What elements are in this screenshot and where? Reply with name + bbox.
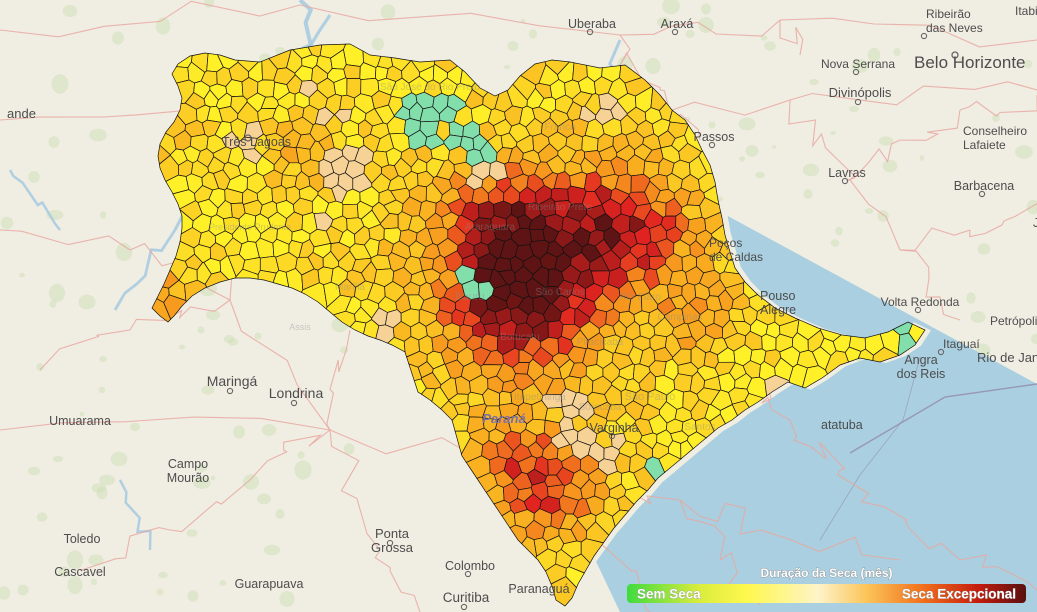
- svg-text:Volta Redonda: Volta Redonda: [881, 295, 960, 309]
- svg-text:Colombo: Colombo: [445, 559, 495, 573]
- svg-text:Três Lagoas: Três Lagoas: [222, 135, 291, 149]
- svg-text:Duração da Seca (mês): Duração da Seca (mês): [760, 566, 892, 580]
- svg-text:Paranaguá: Paranaguá: [508, 582, 569, 596]
- svg-text:Ribeirão: Ribeirão: [926, 7, 971, 21]
- svg-text:Sem Seca: Sem Seca: [637, 587, 701, 602]
- svg-text:Bauru: Bauru: [455, 291, 484, 303]
- svg-text:Ribeirão Preto: Ribeirão Preto: [528, 202, 592, 213]
- svg-text:Lafaiete: Lafaiete: [963, 138, 1006, 152]
- svg-text:Mourão: Mourão: [167, 471, 209, 485]
- svg-text:Pouso: Pouso: [760, 289, 795, 303]
- svg-text:atatuba: atatuba: [821, 418, 863, 432]
- svg-text:das Neves: das Neves: [926, 21, 983, 35]
- svg-text:Rio Claro: Rio Claro: [619, 292, 661, 303]
- svg-text:Itabira: Itabira: [1015, 4, 1037, 18]
- svg-text:Botucatu: Botucatu: [500, 332, 539, 343]
- svg-text:Campo: Campo: [168, 457, 208, 471]
- svg-text:Sorocaba: Sorocaba: [579, 402, 622, 413]
- svg-text:Campinas: Campinas: [657, 312, 702, 323]
- svg-text:Toledo: Toledo: [64, 532, 101, 546]
- svg-text:Seca Excepcional: Seca Excepcional: [902, 587, 1016, 602]
- svg-text:Lavras: Lavras: [828, 166, 866, 180]
- svg-text:Araxá: Araxá: [661, 17, 694, 31]
- svg-text:Belo Horizonte: Belo Horizonte: [914, 53, 1026, 72]
- svg-text:Ponta: Ponta: [375, 526, 410, 541]
- svg-text:Cascavel: Cascavel: [54, 565, 105, 579]
- svg-text:São José do Rio Preto: São José do Rio Preto: [380, 82, 480, 93]
- svg-text:Grossa: Grossa: [371, 540, 414, 555]
- svg-text:Umuarama: Umuarama: [49, 414, 111, 428]
- svg-text:Barbacena: Barbacena: [954, 179, 1015, 193]
- svg-text:Piracicaba: Piracicaba: [577, 337, 624, 348]
- svg-text:Araraquara: Araraquara: [465, 222, 515, 233]
- svg-text:Petrópolis: Petrópolis: [990, 314, 1037, 328]
- svg-text:Presidente Prudente: Presidente Prudente: [209, 222, 291, 232]
- svg-text:Varginha: Varginha: [589, 421, 638, 435]
- svg-text:ande: ande: [7, 106, 36, 121]
- svg-text:Paraná: Paraná: [482, 411, 525, 426]
- svg-text:Poços: Poços: [709, 236, 742, 250]
- svg-text:Juiz de Fora: Juiz de Fora: [1033, 216, 1037, 230]
- svg-text:São Carlos: São Carlos: [535, 287, 584, 298]
- svg-text:Angra: Angra: [904, 353, 937, 367]
- svg-text:Assis: Assis: [289, 322, 311, 332]
- svg-text:dos Reis: dos Reis: [897, 367, 946, 381]
- svg-text:Guarapuava: Guarapuava: [235, 577, 304, 591]
- svg-text:Itapetininga: Itapetininga: [514, 392, 566, 403]
- svg-text:Londrina: Londrina: [269, 385, 324, 401]
- svg-text:São Paulo: São Paulo: [625, 391, 676, 403]
- svg-text:Curitiba: Curitiba: [443, 590, 490, 605]
- svg-text:de Caldas: de Caldas: [709, 250, 763, 264]
- svg-text:Marília: Marília: [335, 282, 365, 293]
- svg-text:Passos: Passos: [694, 130, 735, 144]
- svg-text:Santos: Santos: [684, 422, 715, 433]
- svg-text:Divinópolis: Divinópolis: [829, 85, 892, 100]
- svg-text:Uberaba: Uberaba: [568, 17, 616, 31]
- svg-text:Maringá: Maringá: [207, 373, 258, 389]
- svg-text:Rio de Jan: Rio de Jan: [977, 350, 1037, 365]
- svg-text:Alegre: Alegre: [760, 303, 796, 317]
- svg-text:Franca: Franca: [544, 122, 576, 133]
- svg-text:Conselheiro: Conselheiro: [963, 124, 1027, 138]
- svg-text:Itaguaí: Itaguaí: [943, 337, 980, 351]
- svg-text:Nova Serrana: Nova Serrana: [821, 57, 895, 71]
